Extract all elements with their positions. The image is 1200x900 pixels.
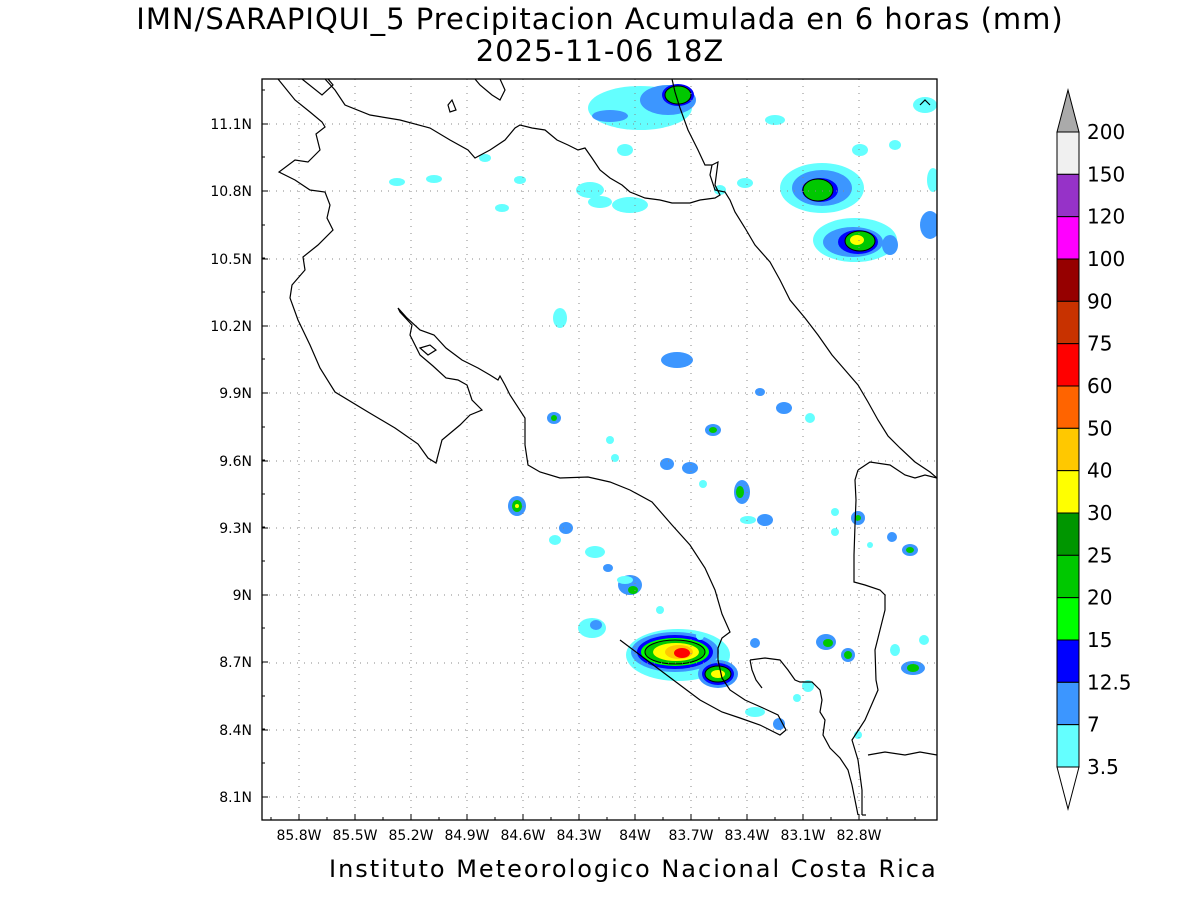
map-title: IMN/SARAPIQUI_5 Precipitacion Acumulada …: [136, 2, 1064, 36]
lat-tick-label: 10.5N: [210, 252, 252, 268]
latitude-axis: 11.1N 10.8N 10.5N 10.2N 9.9N 9.6N 9.3N 9N 8.7N 8.…: [210, 89, 268, 806]
colorbar-swatch: [1056, 470, 1080, 514]
map-grid: [262, 79, 937, 820]
colorbar-top-triangle: [1056, 88, 1080, 133]
colorbar-swatch: [1056, 216, 1080, 260]
colorbar-label: 12.5: [1087, 670, 1132, 694]
plot-frame: [261, 78, 938, 821]
colorbar-swatch: [1056, 258, 1080, 302]
precip-cell: [508, 308, 918, 595]
lon-tick-label: 84.3W: [556, 828, 601, 844]
footer-credit: Instituto Meteorologico Nacional Costa R…: [329, 855, 938, 883]
colorbar-bottom-triangle: [1056, 766, 1080, 811]
precip-cell: [578, 606, 929, 739]
lon-tick-label: 84.6W: [500, 828, 545, 844]
colorbar-swatch: [1056, 639, 1080, 683]
lat-tick-label: 9.9N: [219, 386, 252, 402]
colorbar-swatch: [1056, 131, 1080, 175]
colorbar-label: 25: [1087, 543, 1112, 567]
lon-tick-label: 83.4W: [724, 828, 769, 844]
coastlines: [277, 79, 937, 816]
colorbar-label: 15: [1087, 628, 1112, 652]
colorbar-swatch: [1056, 597, 1080, 641]
colorbar-label: 40: [1087, 459, 1112, 483]
lat-tick-label: 10.2N: [210, 319, 252, 335]
lon-tick-label: 83.7W: [668, 828, 713, 844]
precip-cell: [389, 84, 937, 213]
colorbar-swatch: [1056, 173, 1080, 218]
colorbar-swatch: [1056, 300, 1080, 345]
colorbar-swatch: [1056, 681, 1080, 726]
lat-tick-label: 8.1N: [219, 790, 252, 806]
colorbar-label: 30: [1087, 501, 1112, 525]
colorbar-label: 75: [1087, 332, 1112, 356]
colorbar-label: 60: [1087, 374, 1112, 398]
colorbar-label: 3.5: [1087, 755, 1119, 779]
colorbar-label: 20: [1087, 586, 1112, 610]
colorbar-swatch: [1056, 512, 1080, 556]
lat-tick-label: 9.6N: [219, 454, 252, 470]
lon-tick-label: 84W: [619, 828, 651, 844]
map-subtitle: 2025-11-06 18Z: [475, 34, 725, 68]
lat-tick-label: 8.7N: [219, 655, 252, 671]
lat-tick-label: 9N: [233, 588, 252, 604]
lat-tick-label: 9.3N: [219, 521, 252, 537]
precipitation-field: [262, 79, 937, 820]
lat-tick-label: 10.8N: [210, 184, 252, 200]
colorbar-legend: 3.5 7 12.5 15 20 25 30 40 50 60 75 90 100 120 150 200: [1056, 88, 1132, 811]
lon-tick-label: 85.5W: [332, 828, 377, 844]
colorbar-label: 120: [1087, 205, 1125, 229]
colorbar-swatch: [1056, 724, 1080, 768]
lat-tick-label: 11.1N: [210, 117, 252, 133]
colorbar-label: 100: [1087, 247, 1125, 271]
lon-tick-label: 83.1W: [780, 828, 825, 844]
colorbar-swatch: [1056, 427, 1080, 472]
colorbar-label: 150: [1087, 162, 1125, 186]
colorbar-label: 50: [1087, 416, 1112, 440]
longitude-axis: 85.8W 85.5W 85.2W 84.9W 84.6W 84.3W 84W 83.7W 83…: [270, 814, 916, 844]
lon-tick-label: 85.8W: [276, 828, 321, 844]
lon-tick-label: 85.2W: [388, 828, 433, 844]
colorbar-swatch: [1056, 385, 1080, 429]
colorbar-label: 7: [1087, 713, 1100, 737]
colorbar-swatch: [1056, 343, 1080, 387]
lat-tick-label: 8.4N: [219, 723, 252, 739]
lon-tick-label: 82.8W: [836, 828, 881, 844]
colorbar-label: 90: [1087, 289, 1112, 313]
colorbar-label: 200: [1087, 120, 1125, 144]
colorbar-swatch: [1056, 554, 1080, 599]
lon-tick-label: 84.9W: [444, 828, 489, 844]
precip-cell: [780, 140, 937, 262]
